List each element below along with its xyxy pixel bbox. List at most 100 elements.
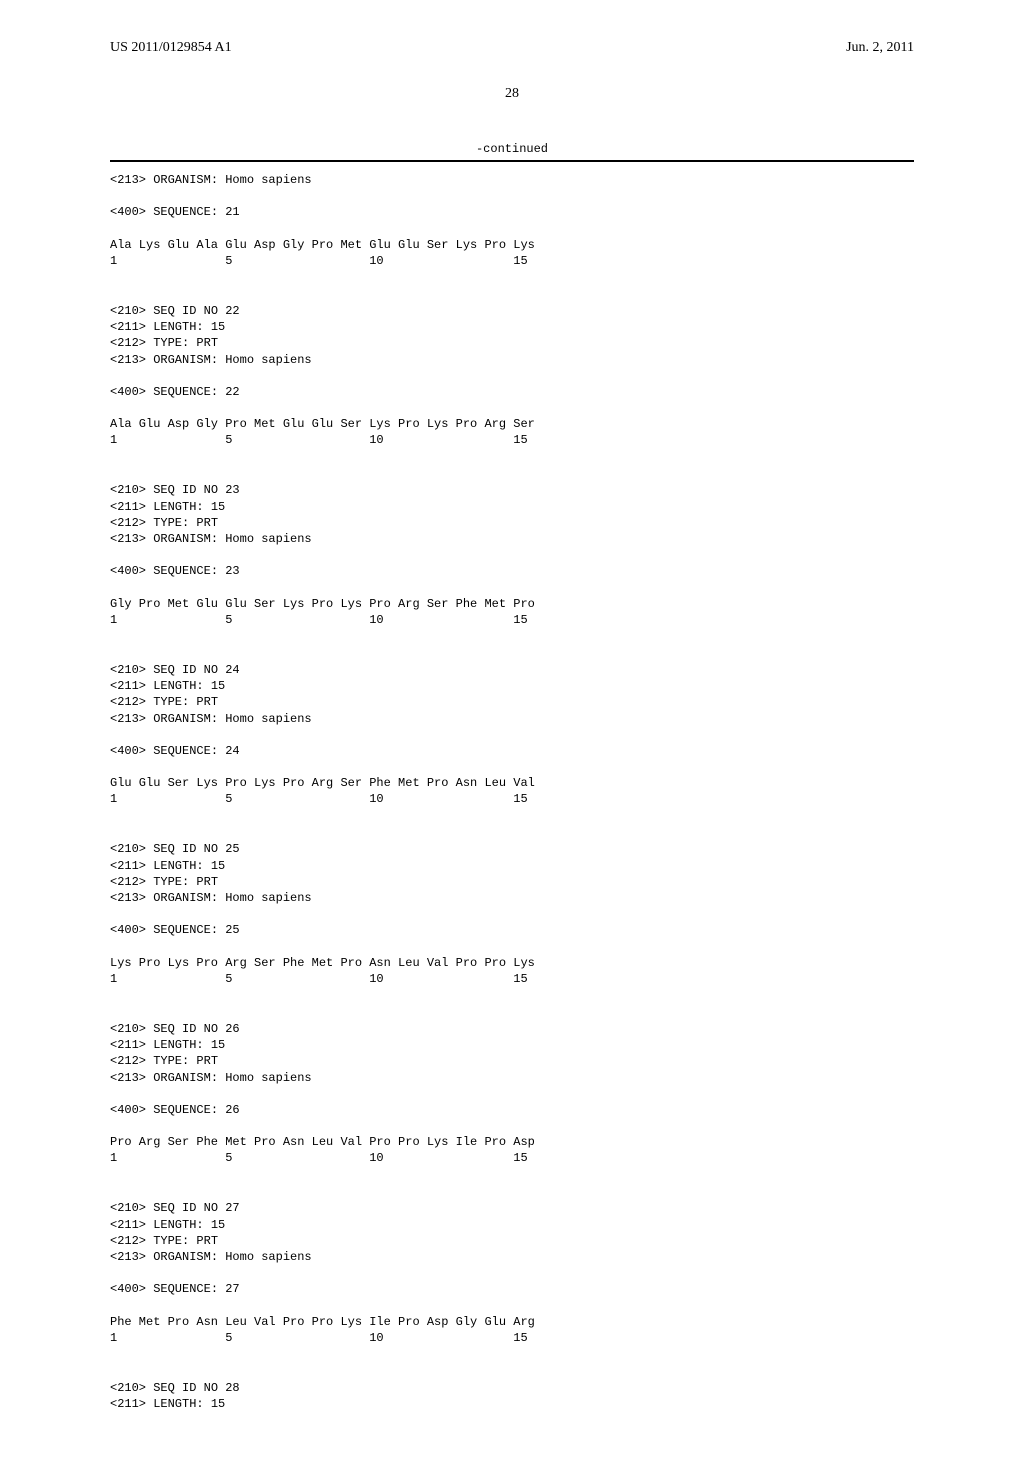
residue: Pro: [513, 596, 535, 612]
blank-line: [110, 727, 914, 743]
seq-text-line: <210> SEQ ID NO 24: [110, 662, 914, 678]
residue: Pro: [484, 955, 506, 971]
residue: Pro: [139, 596, 161, 612]
blank-line: [110, 368, 914, 384]
seq-text-line: <211> LENGTH: 15: [110, 1037, 914, 1053]
residue-row: PheMetProAsnLeuValProProLysIleProAspGlyG…: [110, 1314, 914, 1330]
residue: Gly: [110, 596, 132, 612]
residue: Arg: [513, 1314, 535, 1330]
residue: Pro: [484, 237, 506, 253]
position-number: 15: [513, 432, 527, 448]
residue: Pro: [312, 237, 334, 253]
blank-line: [110, 759, 914, 775]
residue: Phe: [369, 775, 391, 791]
sequence-entry: <210> SEQ ID NO 22<211> LENGTH: 15<212> …: [110, 303, 914, 465]
residue: Lys: [110, 955, 132, 971]
blank-line: [110, 448, 914, 464]
blank-line: [110, 269, 914, 285]
residue: Leu: [225, 1314, 247, 1330]
residue: Asp: [513, 1134, 535, 1150]
residue: Pro: [340, 955, 362, 971]
position-number: 5: [225, 253, 232, 269]
blank-line: [110, 1086, 914, 1102]
residue: Pro: [369, 596, 391, 612]
residue: Lys: [196, 775, 218, 791]
blank-line: [110, 807, 914, 823]
seq-text-line: <211> LENGTH: 15: [110, 1396, 914, 1412]
residue: Ala: [196, 237, 218, 253]
position-number: 10: [369, 971, 383, 987]
position-number-row: 151015: [110, 432, 914, 448]
position-number: 1: [110, 1330, 117, 1346]
residue: Gly: [196, 416, 218, 432]
residue: Asp: [254, 237, 276, 253]
sequence-entry: <210> SEQ ID NO 24<211> LENGTH: 15<212> …: [110, 662, 914, 824]
residue: Lys: [513, 237, 535, 253]
residue: Pro: [196, 955, 218, 971]
position-number: 15: [513, 253, 527, 269]
residue: Pro: [456, 416, 478, 432]
residue: Glu: [369, 237, 391, 253]
residue: Pro: [225, 416, 247, 432]
seq-text-line: <210> SEQ ID NO 22: [110, 303, 914, 319]
seq-text-line: <400> SEQUENCE: 21: [110, 204, 914, 220]
position-number: 5: [225, 612, 232, 628]
position-number: 10: [369, 612, 383, 628]
seq-text-line: <211> LENGTH: 15: [110, 858, 914, 874]
residue: Phe: [110, 1314, 132, 1330]
residue: Pro: [398, 1314, 420, 1330]
residue: Glu: [139, 416, 161, 432]
residue: Asn: [283, 1134, 305, 1150]
residue: Met: [398, 775, 420, 791]
residue: Lys: [427, 1134, 449, 1150]
seq-text-line: <212> TYPE: PRT: [110, 694, 914, 710]
position-number: 1: [110, 971, 117, 987]
position-number-row: 151015: [110, 612, 914, 628]
sequence-entry: <210> SEQ ID NO 23<211> LENGTH: 15<212> …: [110, 482, 914, 644]
position-number: 1: [110, 1150, 117, 1166]
position-number: 15: [513, 1330, 527, 1346]
residue: Leu: [484, 775, 506, 791]
seq-text-line: <400> SEQUENCE: 25: [110, 922, 914, 938]
residue-row: LysProLysProArgSerPheMetProAsnLeuValProP…: [110, 955, 914, 971]
residue: Ser: [168, 775, 190, 791]
residue: Met: [168, 596, 190, 612]
seq-text-line: <213> ORGANISM: Homo sapiens: [110, 890, 914, 906]
seq-text-line: <211> LENGTH: 15: [110, 499, 914, 515]
residue: Glu: [168, 237, 190, 253]
seq-text-line: <210> SEQ ID NO 23: [110, 482, 914, 498]
seq-text-line: <400> SEQUENCE: 22: [110, 384, 914, 400]
residue: Leu: [312, 1134, 334, 1150]
residue: Ser: [168, 1134, 190, 1150]
seq-text-line: <213> ORGANISM: Homo sapiens: [110, 172, 914, 188]
blank-line: [110, 188, 914, 204]
blank-line: [110, 1346, 914, 1362]
residue: Lys: [283, 596, 305, 612]
residue: Lys: [456, 237, 478, 253]
residue: Lys: [513, 955, 535, 971]
residue: Arg: [225, 955, 247, 971]
blank-line: [110, 547, 914, 563]
residue: Pro: [168, 1314, 190, 1330]
residue: Ser: [254, 955, 276, 971]
blank-line: [110, 1265, 914, 1281]
residue: Pro: [312, 1314, 334, 1330]
residue: Leu: [398, 955, 420, 971]
blank-line: [110, 400, 914, 416]
residue: Pro: [369, 1134, 391, 1150]
residue: Glu: [196, 596, 218, 612]
seq-text-line: <211> LENGTH: 15: [110, 1217, 914, 1233]
residue: Asn: [369, 955, 391, 971]
seq-text-line: <213> ORGANISM: Homo sapiens: [110, 1249, 914, 1265]
residue: Val: [340, 1134, 362, 1150]
position-number: 1: [110, 791, 117, 807]
position-number: 10: [369, 1330, 383, 1346]
residue: Arg: [484, 416, 506, 432]
residue: Asn: [196, 1314, 218, 1330]
residue: Ala: [110, 237, 132, 253]
position-number-row: 151015: [110, 1150, 914, 1166]
blank-line: [110, 1166, 914, 1182]
residue-row: GlyProMetGluGluSerLysProLysProArgSerPheM…: [110, 596, 914, 612]
residue: Pro: [456, 955, 478, 971]
page-number: 28: [110, 86, 914, 102]
